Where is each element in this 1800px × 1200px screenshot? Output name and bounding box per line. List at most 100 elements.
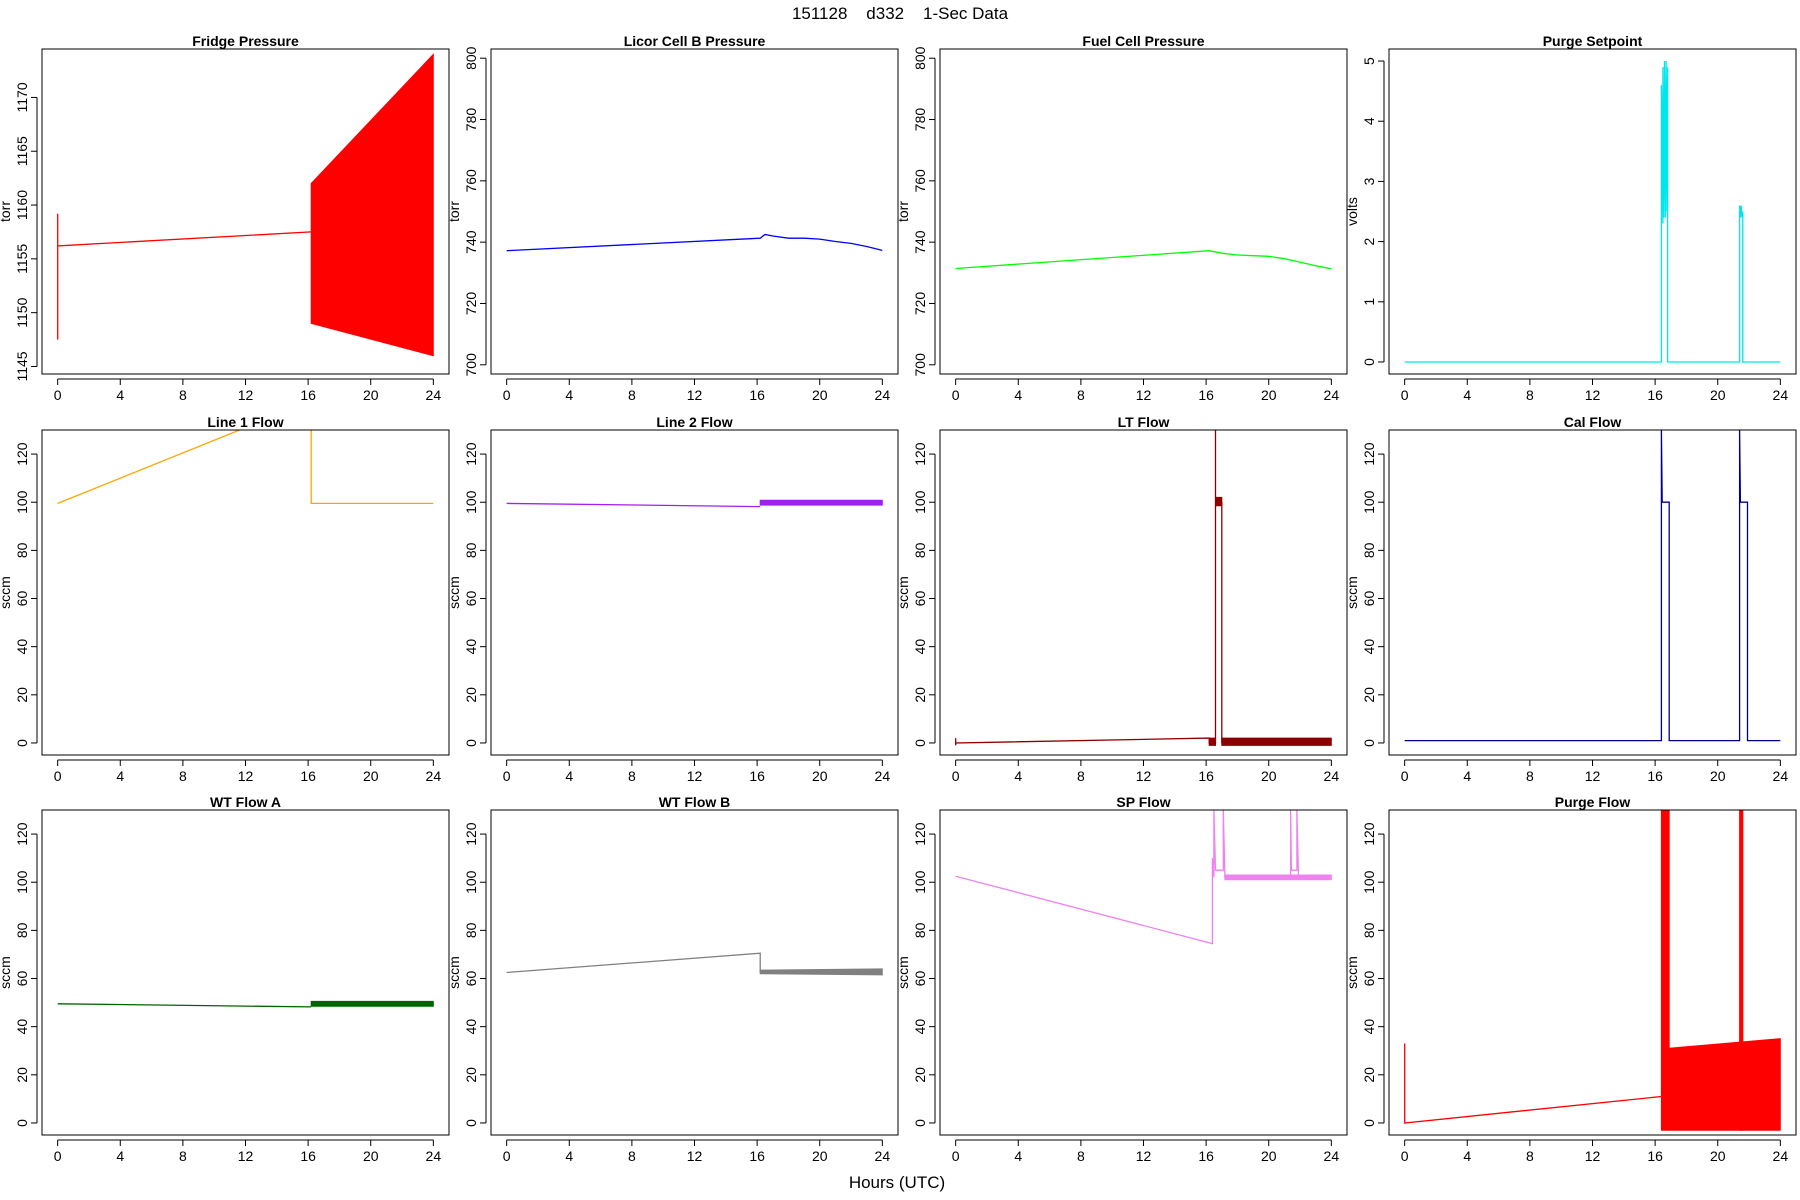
y-tick-label: 20 (14, 1067, 30, 1083)
y-tick-label: 780 (912, 108, 928, 132)
x-tick-label: 20 (1710, 768, 1726, 784)
y-tick-label: 0 (912, 739, 928, 747)
x-tick-label: 24 (875, 768, 891, 784)
y-tick-label: 720 (912, 292, 928, 316)
panel-title: SP Flow (1116, 794, 1170, 810)
x-tick-label: 20 (812, 387, 828, 403)
x-tick-label: 8 (628, 1148, 636, 1164)
plot-frame (939, 809, 1348, 1136)
x-tick-label: 12 (1136, 768, 1152, 784)
plot-area (57, 1000, 434, 1008)
plot-frame (41, 48, 450, 375)
y-tick-label: 80 (1361, 542, 1377, 558)
y-tick-label: 760 (463, 169, 479, 193)
plot-area (506, 499, 883, 508)
x-tick-label: 16 (1198, 1148, 1214, 1164)
x-tick-label: 16 (1647, 387, 1663, 403)
y-tick-label: 120 (912, 442, 928, 466)
y-tick-label: 1170 (14, 82, 30, 112)
y-tick-label: 100 (912, 490, 928, 514)
x-tick-label: 16 (1647, 1148, 1663, 1164)
plot-area (955, 430, 1332, 746)
y-tick-label: 100 (1361, 490, 1377, 514)
panel-title: Line 2 Flow (656, 414, 732, 430)
figure-title: 151128 d332 1-Sec Data (792, 4, 1009, 23)
y-tick-label: 5 (1361, 57, 1377, 65)
y-tick-label: 40 (463, 1019, 479, 1035)
panel-5: Line 2 Flow sccm 0 4 8 12 16 20 24 0 20 40 60 80 100 12… (446, 414, 899, 784)
series-band (1221, 737, 1332, 746)
y-tick-label: 40 (912, 1019, 928, 1035)
x-tick-label: 20 (363, 768, 379, 784)
y-tick-label: 40 (14, 639, 30, 655)
panel-title: Cal Flow (1564, 414, 1622, 430)
x-tick-label: 4 (1014, 1148, 1022, 1164)
x-tick-label: 16 (300, 1148, 316, 1164)
y-tick-label: 1155 (14, 244, 30, 274)
y-tick-label: 760 (912, 169, 928, 193)
x-tick-label: 0 (952, 387, 960, 403)
y-axis-label: sccm (895, 956, 911, 989)
panel-4: Line 1 Flow sccm 0 4 8 12 16 20 24 0 20 40 60 80 100 12… (0, 414, 450, 784)
x-tick-label: 4 (116, 387, 124, 403)
panel-title: Line 1 Flow (207, 414, 283, 430)
y-tick-label: 2 (1361, 237, 1377, 245)
x-tick-label: 24 (426, 768, 442, 784)
x-tick-label: 12 (1136, 1148, 1152, 1164)
y-tick-label: 1 (1361, 298, 1377, 306)
series-band (310, 1000, 434, 1007)
plot-area (955, 250, 1332, 270)
y-tick-label: 100 (1361, 870, 1377, 894)
series-line (506, 502, 761, 508)
y-tick-label: 0 (1361, 739, 1377, 747)
plot-frame (41, 809, 450, 1136)
y-axis-label: sccm (0, 576, 13, 609)
y-tick-label: 120 (463, 442, 479, 466)
plot-area (1404, 430, 1781, 742)
y-tick-label: 20 (463, 687, 479, 703)
x-tick-label: 16 (300, 768, 316, 784)
plot-area (1404, 60, 1781, 363)
plot-frame (1388, 809, 1797, 1136)
y-tick-label: 1145 (14, 351, 30, 381)
x-tick-label: 4 (1014, 768, 1022, 784)
x-tick-label: 0 (503, 387, 511, 403)
y-tick-label: 80 (463, 922, 479, 938)
y-tick-label: 20 (1361, 1067, 1377, 1083)
panel-7: Cal Flow sccm 0 4 8 12 16 20 24 0 20 40 60 80 100 120 (1344, 414, 1797, 784)
y-tick-label: 0 (463, 739, 479, 747)
x-tick-label: 4 (116, 768, 124, 784)
x-tick-label: 24 (1324, 387, 1340, 403)
x-tick-label: 8 (1077, 1148, 1085, 1164)
panel-title: WT Flow A (210, 794, 281, 810)
y-tick-label: 80 (14, 922, 30, 938)
x-tick-label: 24 (426, 387, 442, 403)
y-tick-label: 60 (463, 591, 479, 607)
x-tick-label: 4 (565, 387, 573, 403)
figure-x-axis-label: Hours (UTC) (849, 1173, 945, 1192)
y-tick-label: 120 (463, 822, 479, 846)
x-tick-label: 12 (1585, 768, 1601, 784)
x-tick-label: 0 (503, 1148, 511, 1164)
plot-frame (490, 48, 899, 375)
x-tick-label: 4 (1463, 387, 1471, 403)
x-tick-label: 8 (1526, 768, 1534, 784)
x-tick-label: 12 (1585, 1148, 1601, 1164)
y-tick-label: 40 (912, 639, 928, 655)
series-line (1404, 1043, 1662, 1124)
series-band (1215, 496, 1223, 507)
x-tick-label: 16 (1198, 387, 1214, 403)
x-tick-label: 8 (1077, 768, 1085, 784)
plot-frame (41, 429, 450, 756)
y-tick-label: 120 (912, 822, 928, 846)
y-tick-label: 740 (912, 230, 928, 254)
panel-8: WT Flow A sccm 0 4 8 12 16 20 24 0 20 40 60 80 100 120 (0, 794, 450, 1164)
y-tick-label: 0 (14, 1119, 30, 1127)
y-tick-label: 40 (463, 639, 479, 655)
panel-title: LT Flow (1118, 414, 1170, 430)
y-tick-label: 60 (14, 971, 30, 987)
y-tick-label: 3 (1361, 177, 1377, 185)
x-tick-label: 16 (749, 1148, 765, 1164)
y-tick-label: 60 (463, 971, 479, 987)
x-tick-label: 24 (1324, 768, 1340, 784)
